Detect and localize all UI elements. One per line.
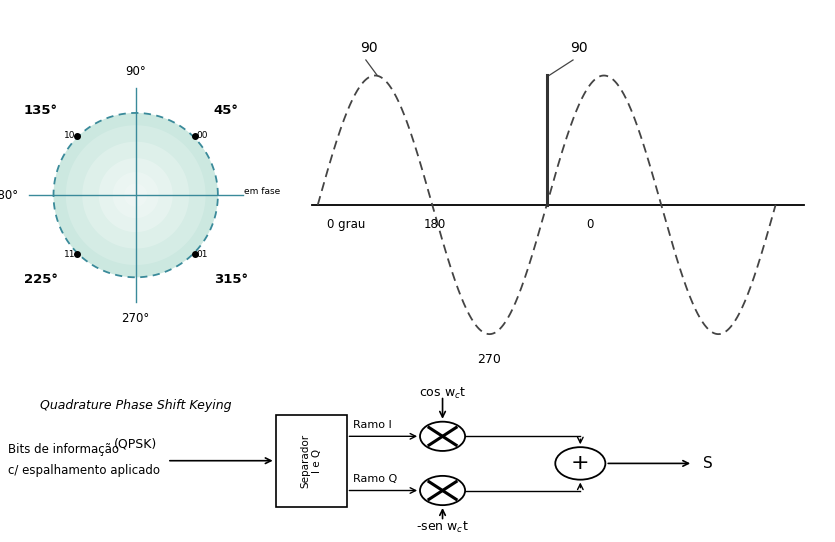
Text: 225°: 225°: [23, 273, 58, 286]
Text: 270: 270: [478, 353, 501, 366]
Text: 135°: 135°: [23, 104, 58, 117]
Text: 90: 90: [361, 41, 378, 55]
Text: em fase: em fase: [244, 188, 281, 196]
Text: Ramo Q: Ramo Q: [353, 474, 397, 484]
Text: 11: 11: [63, 250, 75, 260]
Polygon shape: [53, 113, 218, 278]
Circle shape: [555, 447, 605, 480]
Circle shape: [420, 422, 465, 451]
Text: 90°: 90°: [125, 66, 146, 79]
Text: +: +: [571, 454, 590, 473]
Text: 270°: 270°: [122, 312, 149, 325]
Polygon shape: [66, 125, 205, 265]
Text: 0: 0: [586, 218, 594, 231]
Text: c/ espalhamento aplicado: c/ espalhamento aplicado: [8, 464, 160, 477]
Text: 01: 01: [196, 250, 208, 260]
Text: 315°: 315°: [214, 273, 248, 286]
Circle shape: [420, 476, 465, 505]
Polygon shape: [99, 158, 173, 232]
Polygon shape: [124, 184, 147, 207]
Text: 10: 10: [63, 131, 75, 140]
Text: Quadrature Phase Shift Keying: Quadrature Phase Shift Keying: [40, 399, 231, 412]
Polygon shape: [83, 141, 189, 249]
Polygon shape: [113, 172, 159, 218]
Text: 0 grau: 0 grau: [327, 218, 365, 231]
Text: 180°: 180°: [0, 189, 19, 202]
Text: 45°: 45°: [214, 104, 239, 117]
Text: 180: 180: [423, 218, 446, 231]
Text: (QPSK): (QPSK): [114, 437, 157, 450]
Text: 00: 00: [196, 131, 208, 140]
Bar: [276, 415, 347, 507]
Text: S: S: [703, 456, 713, 471]
Text: Ramo I: Ramo I: [353, 420, 392, 430]
Text: cos w$_c$t: cos w$_c$t: [419, 386, 466, 401]
Text: 90: 90: [570, 41, 588, 55]
Text: Bits de informação: Bits de informação: [8, 443, 119, 456]
Text: -sen w$_c$t: -sen w$_c$t: [416, 520, 469, 535]
Text: Separador
I e Q: Separador I e Q: [301, 434, 321, 488]
